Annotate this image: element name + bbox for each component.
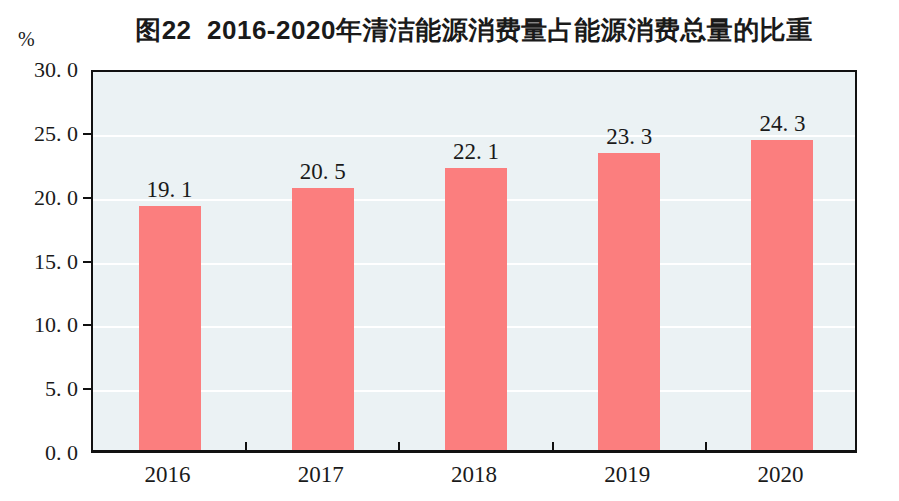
- y-axis-label: 10. 0: [0, 312, 78, 338]
- x-axis-label: 2017: [244, 463, 397, 487]
- x-axis-label: 2019: [551, 463, 704, 487]
- y-axis-label: 25. 0: [0, 121, 78, 147]
- y-axis-label: 5. 0: [0, 376, 78, 402]
- bar: [292, 188, 354, 450]
- plot-area: 19. 120. 522. 123. 324. 3: [91, 70, 857, 453]
- x-axis-label: 2020: [704, 463, 857, 487]
- chart-figure: % 图22 2016-2020年清洁能源消费量占能源消费总量的比重 19. 12…: [0, 0, 899, 501]
- y-axis-tick: [83, 197, 91, 199]
- y-axis-tick: [83, 388, 91, 390]
- y-axis-label: 0. 0: [0, 440, 78, 466]
- bar: [598, 153, 660, 450]
- x-axis-label: 2018: [397, 463, 550, 487]
- y-axis-label: 15. 0: [0, 249, 78, 275]
- x-axis-tick: [398, 442, 400, 450]
- y-axis-label: 20. 0: [0, 185, 78, 211]
- y-axis-tick: [83, 261, 91, 263]
- bar-value-label: 22. 1: [399, 139, 552, 165]
- y-axis-label: 30. 0: [0, 57, 78, 83]
- y-axis-tick: [83, 133, 91, 135]
- y-axis-unit-label: %: [18, 28, 35, 50]
- bar: [139, 206, 201, 450]
- bar-value-label: 23. 3: [553, 124, 706, 150]
- bar: [751, 140, 813, 450]
- x-axis-tick: [245, 442, 247, 450]
- x-axis-tick: [552, 442, 554, 450]
- x-axis-tick: [705, 442, 707, 450]
- y-axis-tick: [83, 324, 91, 326]
- x-axis-label: 2016: [91, 463, 244, 487]
- chart-title: 图22 2016-2020年清洁能源消费量占能源消费总量的比重: [91, 14, 857, 46]
- bar-value-label: 24. 3: [706, 111, 859, 137]
- bar: [445, 168, 507, 450]
- bar-value-label: 19. 1: [93, 177, 246, 203]
- bar-value-label: 20. 5: [246, 159, 399, 185]
